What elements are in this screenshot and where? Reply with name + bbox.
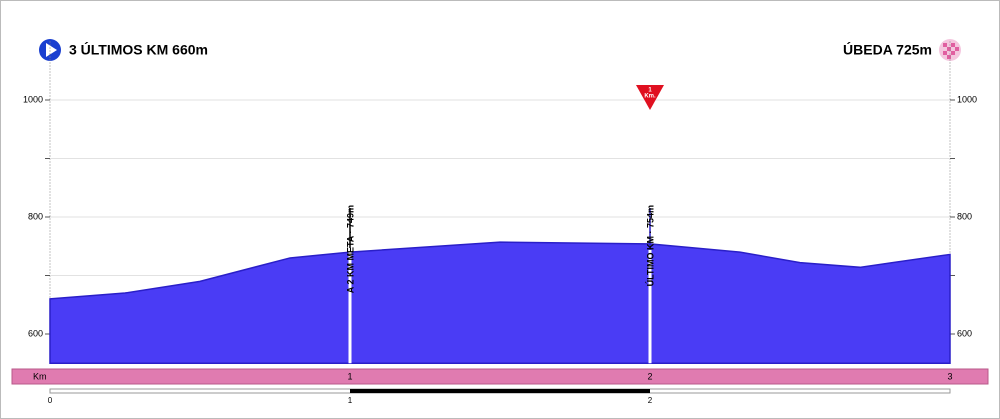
km-bar-tick: 2 bbox=[647, 371, 652, 381]
y-tick-label: 600 bbox=[957, 328, 972, 338]
chart-title: 3 ÚLTIMOS KM 660m bbox=[69, 41, 208, 58]
annotation-label: A 2 KM META · 749m bbox=[345, 205, 355, 293]
y-tick-label: 1000 bbox=[23, 94, 43, 104]
km-bar bbox=[11, 368, 989, 385]
km-marker-number: 1 bbox=[648, 88, 652, 94]
ruler-tick: 0 bbox=[48, 396, 53, 405]
km-marker bbox=[636, 85, 664, 110]
annotation-label: ÚLTIMO KM · 754m bbox=[644, 205, 655, 286]
y-tick-label: 800 bbox=[957, 211, 972, 221]
ruler-tick: 1 bbox=[348, 396, 353, 405]
ruler-tick: 2 bbox=[648, 396, 653, 405]
finish-label: ÚBEDA 725m bbox=[843, 41, 932, 58]
finish-flag bbox=[939, 39, 961, 61]
area bbox=[49, 241, 951, 364]
km-bar-tick: 1 bbox=[347, 371, 352, 381]
km-bar-tick: 3 bbox=[947, 371, 952, 381]
y-tick-label: 800 bbox=[28, 211, 43, 221]
y-tick-label: 1000 bbox=[957, 94, 977, 104]
km-marker-unit: Km. bbox=[644, 94, 656, 100]
ruler-highlight bbox=[350, 389, 650, 393]
km-bar-label: Km bbox=[33, 371, 47, 381]
y-tick-label: 600 bbox=[28, 328, 43, 338]
start-arrow bbox=[46, 43, 57, 57]
